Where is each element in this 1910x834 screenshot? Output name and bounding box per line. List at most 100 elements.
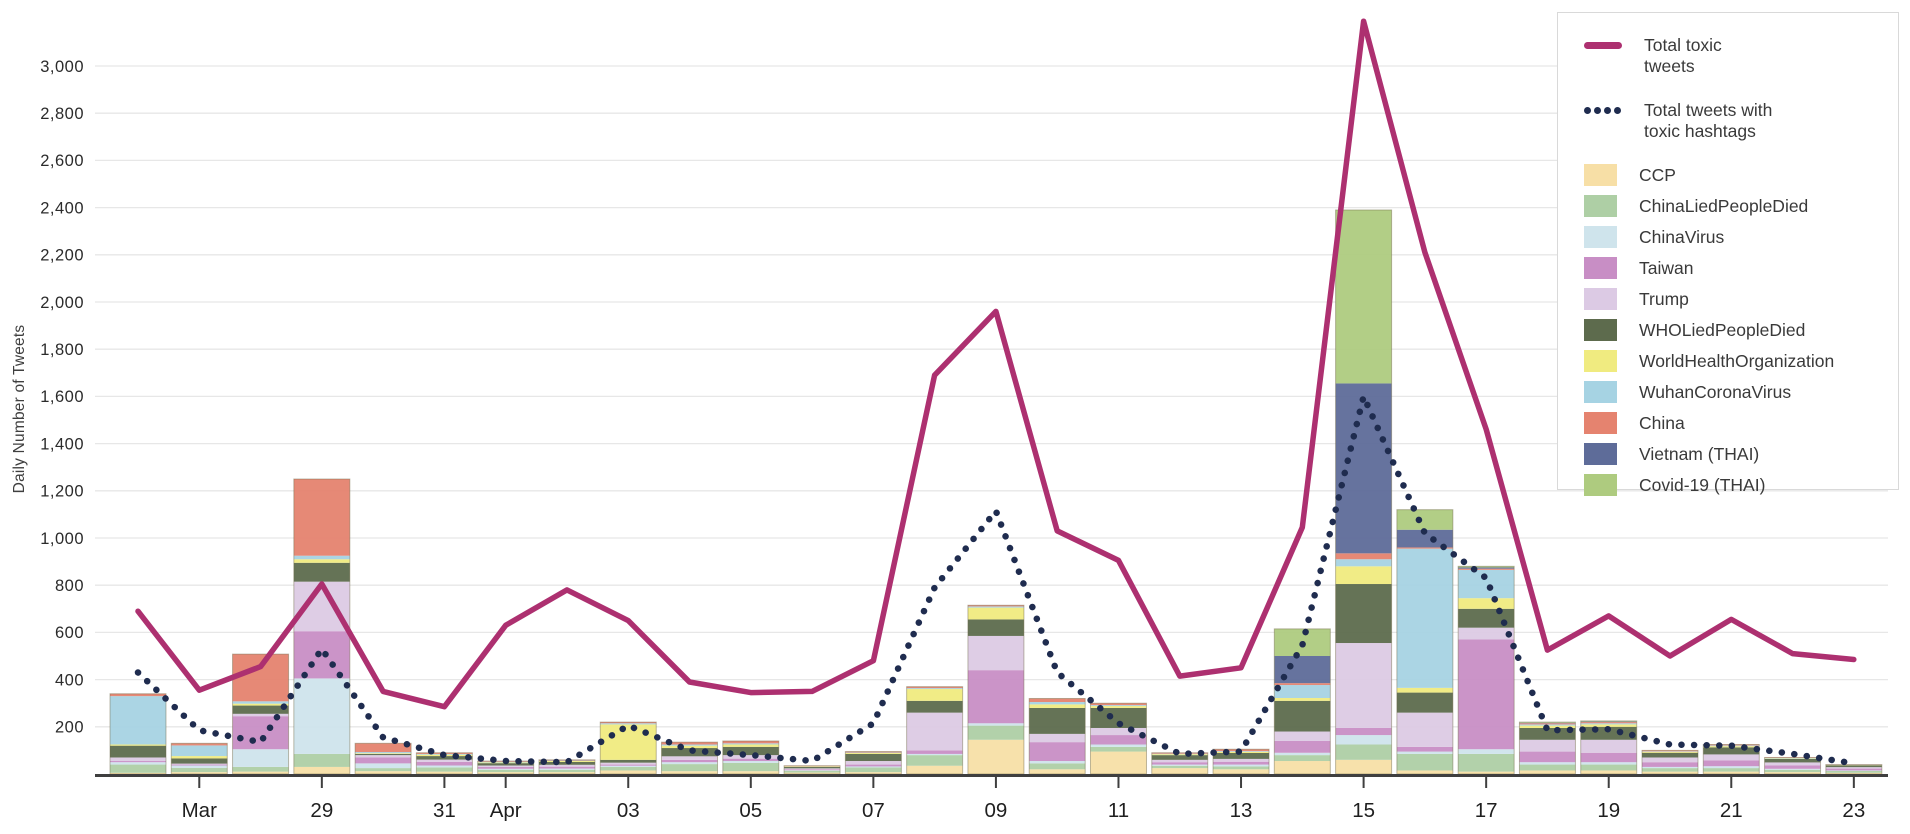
- bar-segment: [1642, 752, 1698, 758]
- bar-segment: [171, 756, 228, 759]
- bar-segment: [661, 764, 718, 772]
- bar-segment: [1825, 765, 1882, 768]
- bar-segment: [1642, 766, 1698, 769]
- bar-segment: [1335, 744, 1392, 760]
- bar-segment: [1703, 771, 1760, 774]
- bar-segment: [784, 772, 841, 774]
- bar-segment: [1335, 759, 1392, 774]
- legend-item-covid19-thai: Covid-19 (THAI): [1584, 474, 1888, 497]
- bar-segment: [232, 749, 289, 767]
- bar-segment: [416, 761, 473, 766]
- bar-segment: [1335, 735, 1392, 745]
- bar-segment: [1458, 598, 1515, 609]
- bar-segment: [1580, 770, 1637, 774]
- x-tick-label: 29: [310, 799, 333, 822]
- total-toxic-tweets-line: [135, 18, 1857, 710]
- x-tick-label: 21: [1720, 799, 1743, 822]
- bar-segment: [600, 759, 657, 763]
- bar-segment: [661, 759, 718, 763]
- bar-segment: [1764, 762, 1821, 766]
- bar-segment: [1335, 643, 1392, 728]
- bar-segment: [1396, 509, 1453, 530]
- x-tick-label: Apr: [490, 799, 522, 822]
- bar-segment: [1029, 702, 1086, 705]
- bar-segment: [906, 753, 963, 756]
- bar-segment: [1519, 762, 1576, 765]
- bar-segment: [355, 771, 412, 774]
- legend-item-chinaliedpeopledied: ChinaLiedPeopleDied: [1584, 195, 1888, 218]
- bar-apr-06: [783, 765, 841, 775]
- bar-segment: [1519, 727, 1576, 740]
- bar-segment: [477, 763, 534, 766]
- bar-segment: [1458, 568, 1515, 570]
- bar-segment: [232, 701, 289, 704]
- solid-line-sample-icon: [1584, 42, 1622, 49]
- x-tick-label: 15: [1352, 799, 1375, 822]
- bar-segment: [1519, 751, 1576, 763]
- bar-segment: [293, 559, 350, 563]
- x-tick-label: 09: [985, 799, 1008, 822]
- legend-label: Vietnam (THAI): [1639, 443, 1760, 464]
- bar-segment: [845, 764, 902, 767]
- bar-segment: [1580, 723, 1637, 725]
- bar-segment: [1580, 762, 1637, 765]
- bar-segment: [1151, 752, 1208, 754]
- color-swatch-icon: [1584, 257, 1617, 280]
- bar-segment: [1642, 762, 1698, 767]
- bar-apr-14: [1273, 628, 1331, 775]
- bar-segment: [171, 758, 228, 764]
- y-tick-label: 2,000: [40, 294, 84, 312]
- legend-item-wuhancoronavirus: WuhanCoronaVirus: [1584, 381, 1888, 404]
- bar-segment: [1642, 768, 1698, 772]
- bar-segment: [232, 716, 289, 750]
- bar-segment: [967, 606, 1024, 608]
- bar-segment: [845, 751, 902, 753]
- bar-segment: [1335, 559, 1392, 567]
- bar-segment: [416, 765, 473, 768]
- bar-segment: [110, 745, 166, 758]
- bar-segment: [355, 753, 412, 754]
- bar-segment: [600, 765, 657, 767]
- bar-segment: [1151, 764, 1208, 766]
- bar-segment: [110, 764, 166, 773]
- bar-segment: [1213, 752, 1270, 759]
- bar-segment: [1274, 740, 1331, 753]
- bar-mar-26: [109, 693, 167, 775]
- color-swatch-icon: [1584, 412, 1617, 435]
- bar-segment: [1335, 727, 1392, 736]
- bar-segment: [1274, 685, 1331, 699]
- bar-segment: [1335, 566, 1392, 585]
- bar-segment: [967, 619, 1024, 636]
- bar-segment: [1090, 751, 1147, 774]
- bar-segment: [845, 767, 902, 773]
- y-tick-label: 1,000: [40, 530, 84, 548]
- bar-segment: [722, 743, 779, 745]
- bar-segment: [1151, 762, 1208, 765]
- color-swatch-icon: [1584, 319, 1617, 342]
- color-swatch-icon: [1584, 443, 1617, 466]
- bar-segment: [661, 748, 718, 757]
- bar-segment: [1090, 735, 1147, 745]
- bar-apr-17: [1457, 565, 1515, 775]
- legend-item-wholiedpeopledied: WHOLiedPeopleDied: [1584, 319, 1888, 342]
- legend-item-chinavirus: ChinaVirus: [1584, 226, 1888, 249]
- bar-segment: [171, 764, 228, 766]
- color-swatch-icon: [1584, 164, 1617, 187]
- bar-segment: [600, 722, 657, 724]
- bar-segment: [293, 631, 350, 679]
- bar-segment: [1335, 584, 1392, 644]
- bar-segment: [1458, 566, 1515, 568]
- y-tick-label: 400: [55, 671, 84, 689]
- bar-segment: [600, 764, 657, 766]
- bar-segment: [1029, 769, 1086, 774]
- bar-segment: [1458, 567, 1515, 569]
- legend-label: WorldHealthOrganization: [1639, 350, 1835, 371]
- bar-segment: [110, 761, 166, 763]
- bar-segment: [538, 769, 595, 773]
- bar-segment: [355, 757, 412, 764]
- bar-segment: [171, 763, 228, 765]
- bar-segment: [1335, 209, 1392, 384]
- bar-segment: [1335, 383, 1392, 554]
- y-tick-label: 1,600: [40, 388, 84, 406]
- bar-segment: [722, 746, 779, 756]
